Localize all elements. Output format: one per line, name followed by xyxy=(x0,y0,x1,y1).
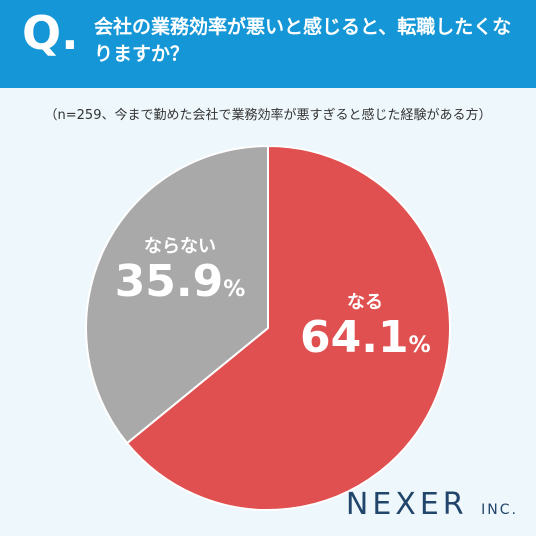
header-bar: Q. 会社の業務効率が悪いと感じると、転職したくなりますか？ xyxy=(0,0,536,88)
slice-percent-naranai: 35.9% xyxy=(114,256,246,307)
sample-note: （n=259、今まで勤めた会社で業務効率が悪すぎると感じた経験がある方） xyxy=(44,108,492,123)
nexer-logo: NEXER INC. xyxy=(345,487,518,522)
slice-label-naru: なる 64.1% xyxy=(300,288,431,363)
slice-label-naranai: ならない 35.9% xyxy=(110,232,250,306)
question-text: 会社の業務効率が悪いと感じると、転職したくなりますか？ xyxy=(94,16,512,65)
slice-percent-naru: 64.1% xyxy=(300,312,431,363)
q-mark: Q. xyxy=(22,6,79,60)
slice-name-naranai: ならない xyxy=(144,236,216,257)
slice-name-naru: なる xyxy=(347,292,383,313)
pie-slice-naranai xyxy=(85,144,269,445)
pie-slice-naru xyxy=(125,144,451,511)
